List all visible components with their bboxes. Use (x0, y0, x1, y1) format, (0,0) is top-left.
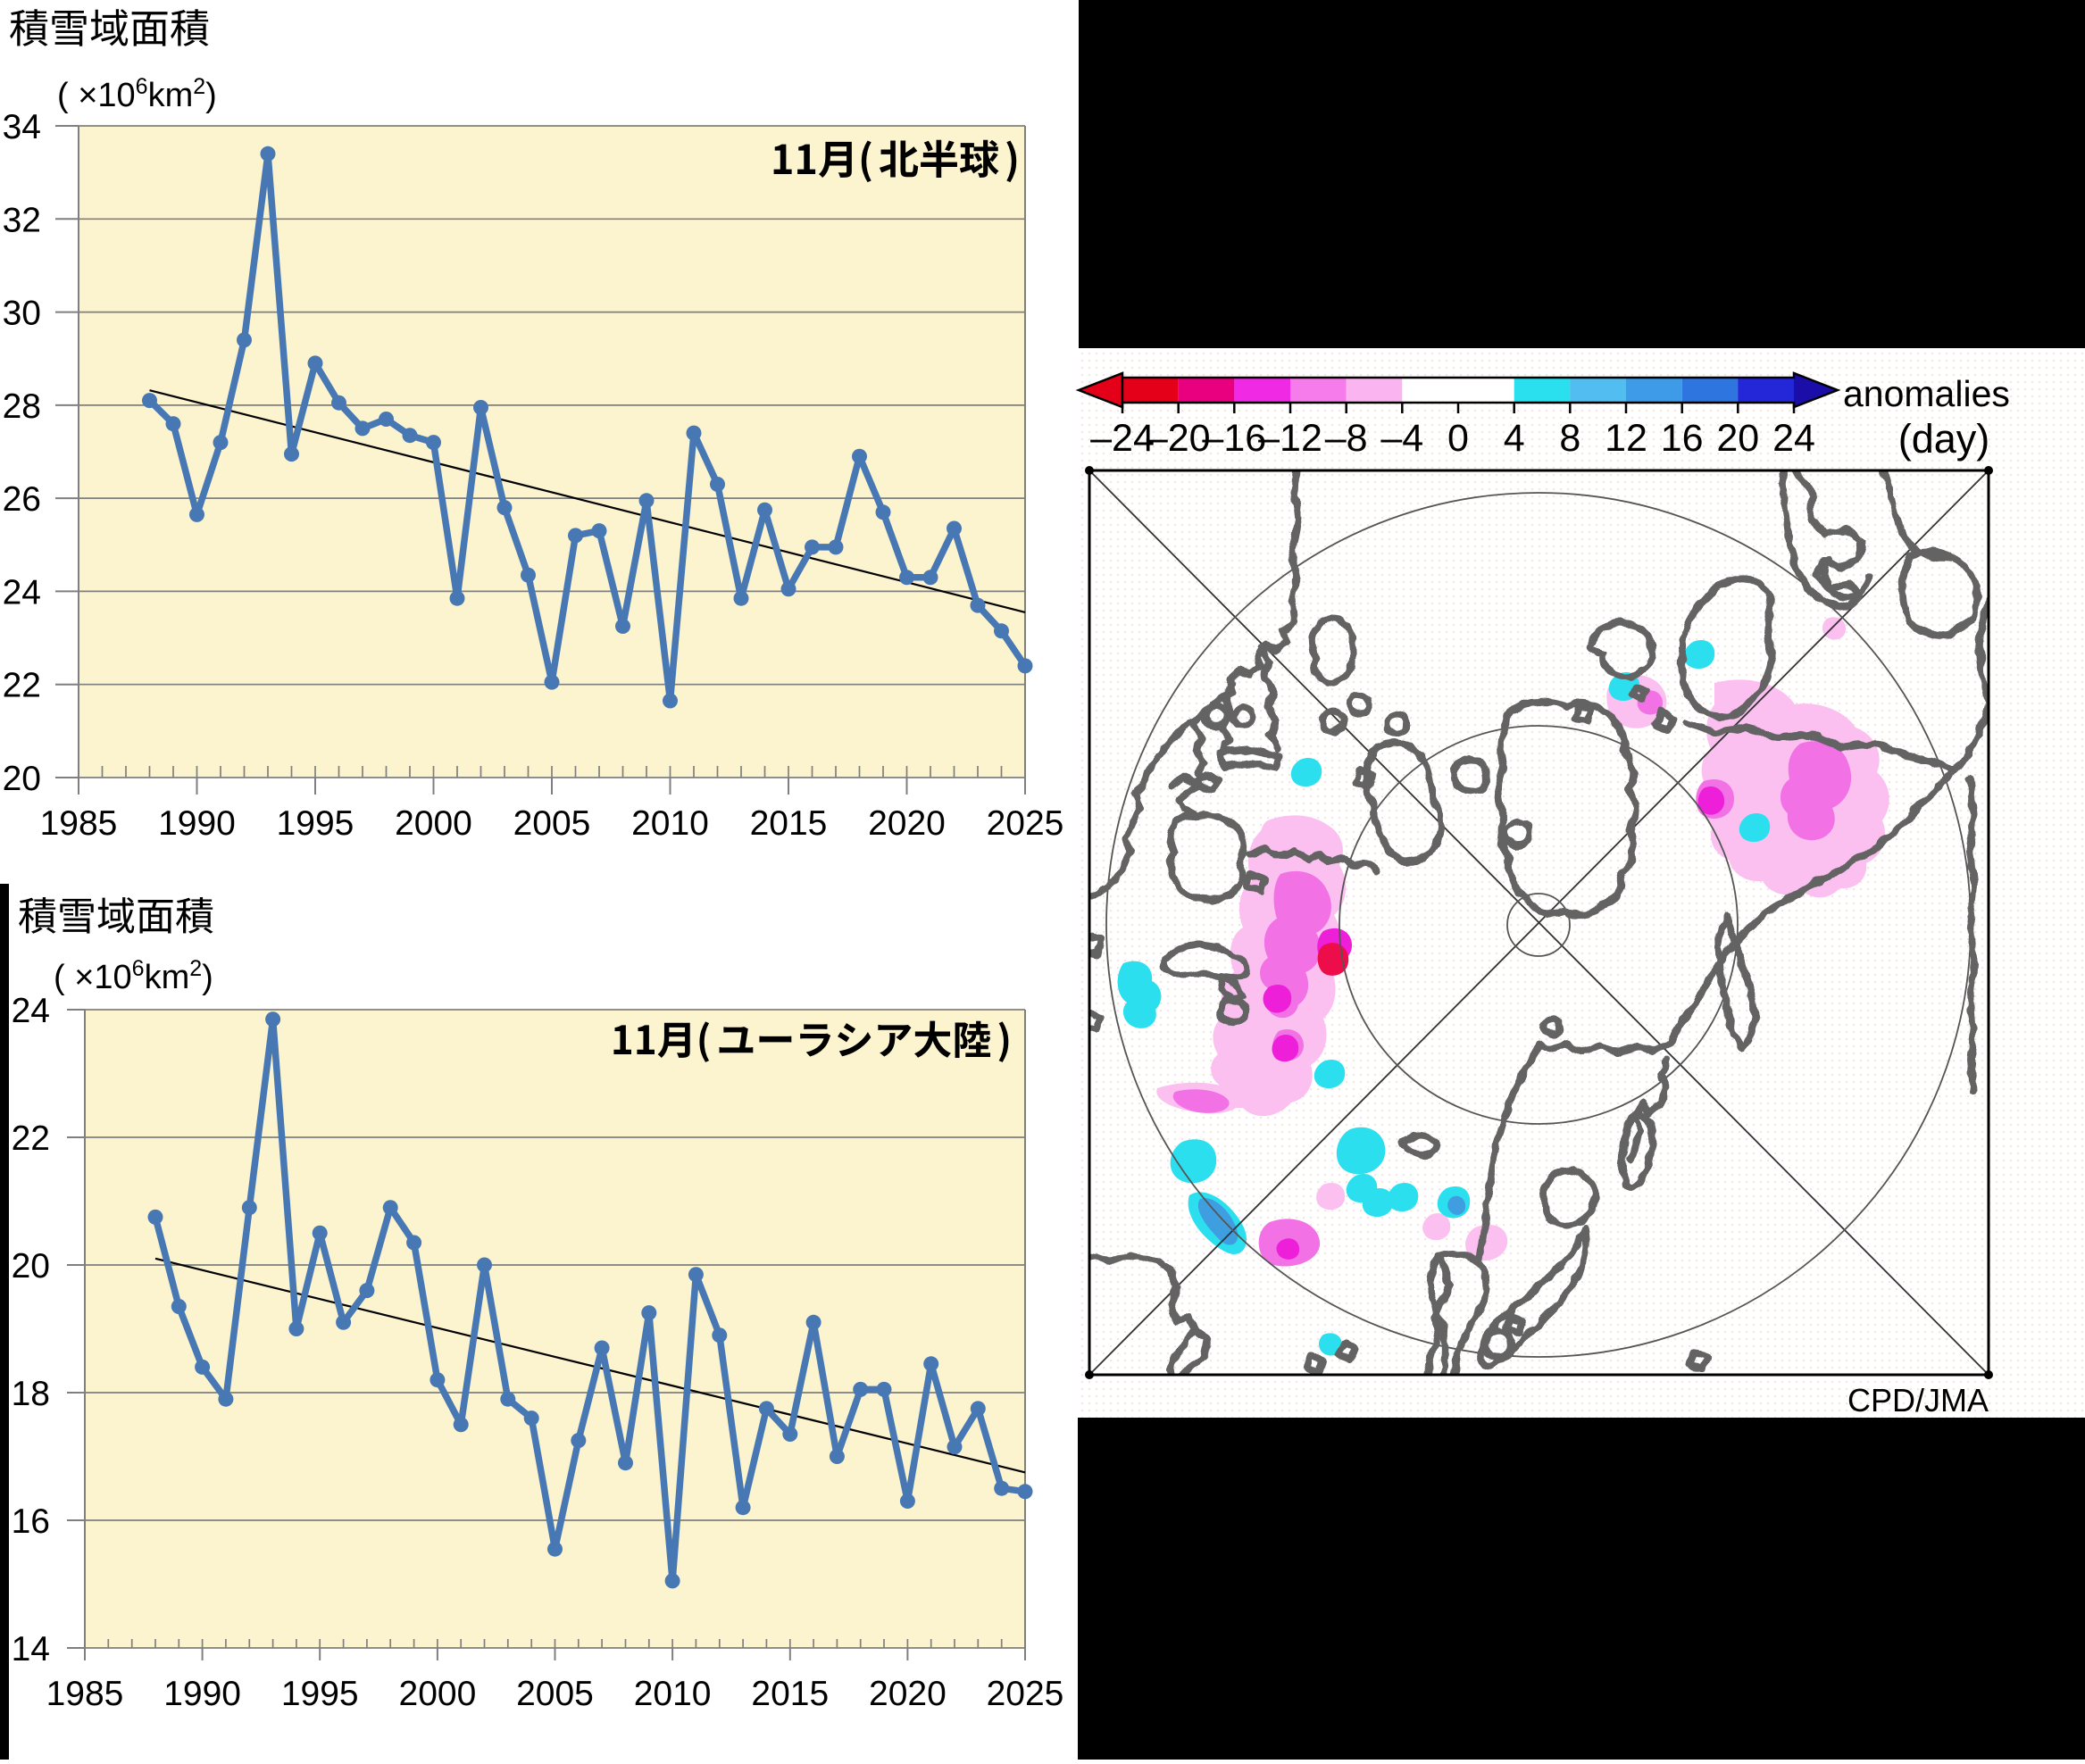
svg-text:32: 32 (3, 201, 41, 239)
svg-text:–20: –20 (1147, 417, 1211, 460)
svg-text:0: 0 (1447, 417, 1469, 460)
svg-text:1990: 1990 (163, 1675, 241, 1713)
svg-text:2025: 2025 (987, 1675, 1064, 1713)
svg-text:26: 26 (3, 480, 41, 519)
svg-text:22: 22 (12, 1119, 50, 1158)
svg-text:20: 20 (3, 760, 41, 798)
svg-text:4: 4 (1504, 417, 1525, 460)
svg-text:1990: 1990 (158, 804, 236, 843)
svg-text:1985: 1985 (46, 1675, 124, 1713)
svg-text:2005: 2005 (513, 804, 591, 843)
svg-text:2005: 2005 (516, 1675, 594, 1713)
svg-text:–16: –16 (1202, 417, 1266, 460)
svg-text:34: 34 (3, 108, 41, 146)
svg-text:18: 18 (12, 1375, 50, 1413)
svg-text:16: 16 (12, 1502, 50, 1541)
svg-text:20: 20 (1716, 417, 1759, 460)
svg-text:2010: 2010 (634, 1675, 712, 1713)
svg-text:14: 14 (12, 1630, 50, 1668)
svg-text:(day): (day) (1898, 416, 1990, 462)
svg-text:8: 8 (1559, 417, 1580, 460)
svg-text:2025: 2025 (987, 804, 1064, 843)
svg-text:2015: 2015 (751, 1675, 829, 1713)
svg-text:12: 12 (1605, 417, 1647, 460)
svg-text:24: 24 (3, 573, 41, 612)
svg-text:28: 28 (3, 387, 41, 426)
svg-text:1995: 1995 (281, 1675, 359, 1713)
svg-text:–8: –8 (1325, 417, 1368, 460)
svg-text:24: 24 (1772, 417, 1815, 460)
svg-text:2000: 2000 (399, 1675, 477, 1713)
svg-text:2020: 2020 (869, 1675, 947, 1713)
svg-text:20: 20 (12, 1247, 50, 1286)
svg-text:–4: –4 (1380, 417, 1423, 460)
svg-text:–24: –24 (1090, 417, 1155, 460)
svg-text:30: 30 (3, 295, 41, 333)
svg-text:2020: 2020 (868, 804, 946, 843)
svg-text:24: 24 (12, 992, 50, 1030)
svg-text:CPD/JMA: CPD/JMA (1847, 1382, 1989, 1419)
svg-text:22: 22 (3, 667, 41, 705)
svg-text:( ×106km2): ( ×106km2) (54, 956, 213, 996)
svg-text:–12: –12 (1258, 417, 1322, 460)
svg-text:2010: 2010 (631, 804, 709, 843)
svg-text:1985: 1985 (40, 804, 118, 843)
svg-text:anomalies: anomalies (1843, 373, 2010, 414)
svg-text:16: 16 (1661, 417, 1704, 460)
svg-text:2015: 2015 (750, 804, 828, 843)
svg-text:2000: 2000 (395, 804, 472, 843)
svg-text:1995: 1995 (277, 804, 354, 843)
svg-text:( ×106km2): ( ×106km2) (57, 74, 217, 114)
